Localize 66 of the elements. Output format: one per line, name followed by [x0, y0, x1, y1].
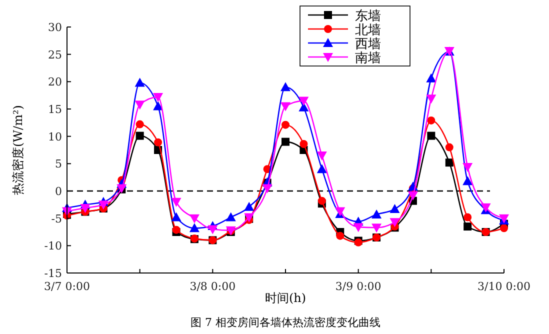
point	[172, 226, 180, 234]
point	[189, 223, 200, 232]
y-tick-label: 10	[48, 130, 62, 144]
point	[282, 138, 290, 146]
point	[171, 212, 182, 222]
point	[500, 224, 508, 232]
point	[244, 202, 254, 211]
point	[353, 223, 364, 232]
point	[464, 213, 472, 222]
point	[134, 100, 145, 110]
legend-label: 北墙	[355, 23, 381, 38]
point	[318, 196, 326, 205]
x-tick-label: 3/7 0:00	[44, 280, 90, 293]
point	[154, 138, 162, 146]
point	[280, 82, 290, 92]
point	[426, 94, 436, 104]
y-tick-label: -5	[51, 212, 62, 226]
point	[171, 198, 182, 207]
point	[426, 73, 436, 82]
point	[189, 214, 200, 224]
x-tick-label: 3/9 0:00	[335, 280, 382, 293]
y-tick-label: -10	[44, 240, 62, 253]
point	[282, 120, 290, 129]
point	[427, 116, 436, 124]
y-tick-label: 20	[48, 76, 62, 89]
x-tick-label: 3/10 0:00	[478, 280, 530, 293]
point	[316, 151, 327, 160]
point	[462, 162, 473, 172]
y-tick-label: 5	[55, 158, 62, 171]
point	[390, 218, 400, 228]
point	[300, 140, 308, 148]
point	[464, 222, 472, 231]
y-tick-label: 15	[48, 103, 62, 116]
point	[372, 224, 382, 233]
point	[153, 92, 164, 102]
legend-label: 西墙	[355, 37, 381, 52]
point	[372, 210, 382, 219]
point	[427, 132, 436, 140]
x-axis-title: 时间(h)	[264, 291, 306, 305]
point	[462, 176, 473, 186]
y-tick-label: 0	[55, 185, 62, 198]
point	[262, 184, 272, 194]
y-tick-label: -15	[44, 267, 62, 280]
point	[298, 96, 309, 106]
point	[153, 101, 164, 110]
point	[445, 143, 454, 152]
point	[408, 191, 418, 200]
point	[134, 78, 145, 87]
y-tick-label: 30	[48, 21, 62, 34]
x-tick-label: 3/8 0:00	[190, 280, 236, 293]
point	[136, 120, 144, 128]
point	[445, 158, 454, 167]
point	[98, 200, 108, 210]
point	[226, 212, 236, 222]
point	[280, 102, 290, 112]
legend-label: 南墙	[355, 51, 381, 66]
point	[136, 132, 144, 140]
point	[208, 225, 218, 234]
legend-label: 东墙	[355, 9, 381, 24]
y-tick-label: 25	[48, 48, 62, 62]
text: 图 7 相变房间各墙体热流密度变化曲线	[190, 316, 380, 329]
y-axis-title: 热流密度(W/m²)	[11, 105, 25, 195]
point	[316, 164, 327, 174]
point	[336, 232, 344, 240]
point	[390, 204, 400, 214]
point	[80, 204, 90, 213]
